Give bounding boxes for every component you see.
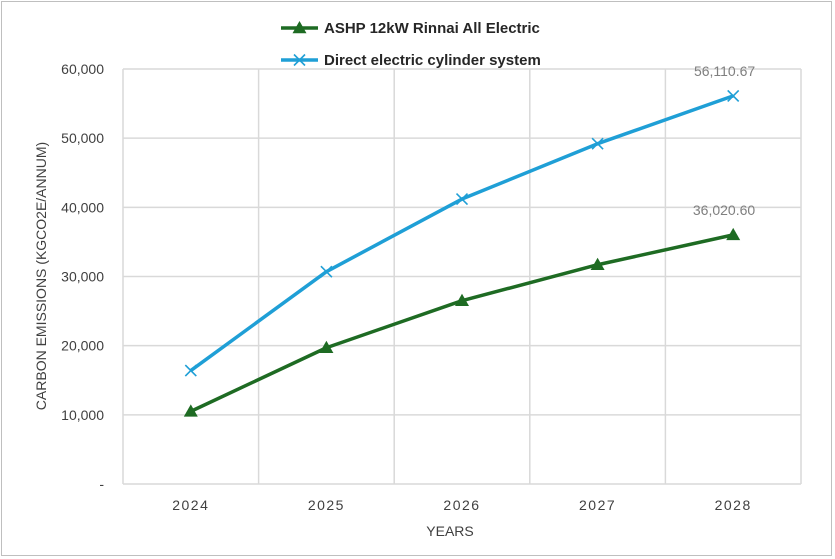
data-point-x bbox=[455, 192, 469, 206]
series-line bbox=[189, 94, 734, 372]
series-line bbox=[190, 233, 734, 413]
series-group bbox=[183, 89, 741, 417]
x-tick-label: 2028 bbox=[715, 497, 752, 513]
y-tick-label: 60,000 bbox=[61, 61, 104, 77]
x-tick-label: 2024 bbox=[172, 497, 209, 513]
data-point-x bbox=[320, 265, 333, 278]
y-tick-label: 20,000 bbox=[61, 338, 104, 354]
data-point-triangle bbox=[319, 340, 334, 353]
data-point-x bbox=[184, 364, 197, 377]
data-point-triangle bbox=[292, 21, 307, 34]
y-tick-label: 40,000 bbox=[61, 199, 104, 215]
legend-label: Direct electric cylinder system bbox=[324, 52, 541, 69]
y-axis-title: CARBON EMISSIONS (KGCO2E/ANNUM) bbox=[33, 142, 49, 410]
data-point-x-stroke bbox=[455, 192, 469, 206]
data-labels: 36,020.60 56,110.67 bbox=[693, 63, 756, 218]
data-point-x-stroke bbox=[293, 53, 306, 67]
data-point-x bbox=[727, 89, 740, 102]
y-tick-label: 50,000 bbox=[61, 130, 104, 146]
x-tick-label: 2026 bbox=[443, 497, 480, 513]
x-tick-label: 2025 bbox=[308, 497, 345, 513]
data-label: 36,020.60 bbox=[693, 202, 755, 218]
data-point-x-stroke bbox=[184, 364, 197, 377]
x-tick-label: 2027 bbox=[579, 497, 616, 513]
x-axis-ticks: 2024 2025 2026 2027 2028 bbox=[172, 497, 752, 513]
y-tick-label: - bbox=[99, 476, 104, 492]
legend-item: Direct electric cylinder system bbox=[281, 52, 541, 69]
legend: ASHP 12kW Rinnai All Electric Direct elec… bbox=[281, 20, 541, 69]
data-label: 56,110.67 bbox=[694, 63, 755, 79]
data-point-triangle bbox=[590, 257, 605, 270]
x-axis-title: YEARS bbox=[426, 523, 473, 539]
legend-item: ASHP 12kW Rinnai All Electric bbox=[281, 20, 540, 37]
y-tick-label: 10,000 bbox=[61, 407, 104, 423]
data-point-triangle bbox=[455, 293, 469, 306]
grid-lines bbox=[122, 68, 802, 485]
data-point-x-stroke bbox=[727, 89, 740, 102]
legend-label: ASHP 12kW Rinnai All Electric bbox=[324, 20, 540, 37]
y-axis-ticks: - 10,000 20,000 30,000 40,000 50,000 60,000 bbox=[61, 61, 104, 492]
data-point-x bbox=[591, 137, 604, 150]
data-point-x-stroke bbox=[320, 265, 333, 278]
data-point-triangle bbox=[726, 227, 741, 241]
data-point-x bbox=[293, 53, 306, 67]
y-tick-label: 30,000 bbox=[61, 269, 104, 285]
data-point-triangle bbox=[183, 404, 198, 417]
data-point-x-stroke bbox=[591, 137, 604, 150]
